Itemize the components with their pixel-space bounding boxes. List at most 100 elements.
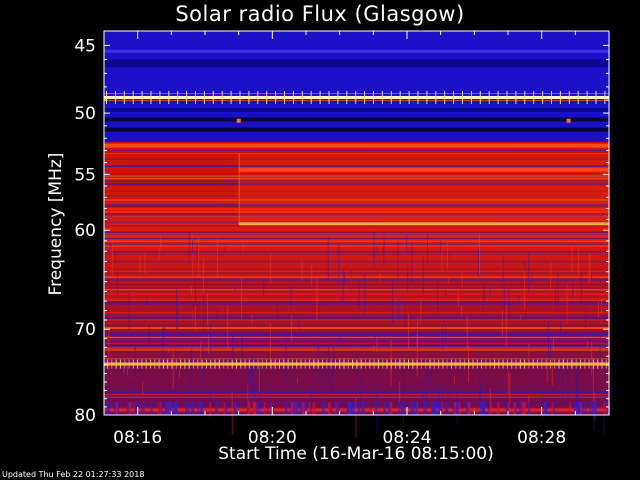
band-row bbox=[104, 221, 609, 223]
spectral-line-spike bbox=[310, 91, 312, 105]
spectral-line-spike bbox=[270, 359, 272, 369]
noise-streak bbox=[606, 402, 609, 415]
noise-streak bbox=[479, 402, 483, 415]
noise-streak bbox=[523, 270, 525, 311]
noise-streak bbox=[420, 301, 422, 323]
spectral-line-spike bbox=[227, 359, 229, 369]
spectral-line-spike bbox=[506, 91, 508, 105]
noise-streak bbox=[333, 341, 335, 373]
noise-streak bbox=[202, 258, 204, 294]
noise-streak bbox=[397, 238, 399, 280]
band-row bbox=[104, 343, 609, 345]
noise-streak bbox=[412, 402, 415, 415]
spectral-line-spike bbox=[559, 91, 561, 105]
band-row bbox=[104, 339, 609, 341]
noise-streak bbox=[489, 388, 491, 414]
noise-streak bbox=[575, 376, 577, 410]
band-row bbox=[104, 283, 609, 286]
noise-streak bbox=[224, 402, 228, 415]
spectral-line-spike bbox=[201, 359, 203, 369]
spectral-line-spike bbox=[605, 359, 607, 369]
noise-streak bbox=[192, 253, 194, 275]
noise-streak bbox=[376, 393, 378, 434]
spectral-line-spike bbox=[167, 359, 169, 369]
spectral-line-spike bbox=[433, 359, 435, 369]
spectral-line-spike bbox=[549, 359, 551, 369]
noise-streak bbox=[374, 330, 376, 339]
spectral-line-spike bbox=[145, 359, 147, 369]
band-row bbox=[104, 199, 609, 201]
spectral-line-spike bbox=[175, 359, 177, 369]
spectral-line-spike bbox=[162, 359, 164, 369]
spectral-line-spike bbox=[343, 359, 345, 369]
y-tick-label: 50 bbox=[74, 104, 96, 124]
noise-streak bbox=[383, 402, 386, 415]
noise-streak bbox=[383, 235, 385, 253]
noise-streak bbox=[107, 402, 110, 415]
noise-streak bbox=[544, 402, 547, 415]
noise-streak bbox=[546, 357, 548, 383]
noise-streak bbox=[422, 394, 424, 409]
noise-streak bbox=[270, 252, 272, 284]
spectral-line-spike bbox=[577, 91, 579, 105]
spectral-line-spike bbox=[132, 91, 134, 105]
noise-streak bbox=[353, 402, 356, 415]
band-row bbox=[104, 348, 609, 351]
noise-streak bbox=[197, 402, 199, 415]
spectral-line-spike bbox=[416, 359, 418, 369]
spectral-line-spike bbox=[309, 359, 311, 369]
spectral-line-spike bbox=[141, 359, 143, 369]
noise-streak bbox=[554, 289, 556, 312]
noise-streak bbox=[308, 402, 311, 415]
noise-streak bbox=[542, 386, 544, 418]
noise-streak bbox=[560, 321, 562, 335]
noise-streak bbox=[585, 302, 587, 329]
noise-streak bbox=[340, 295, 342, 304]
noise-streak bbox=[582, 402, 584, 415]
noise-streak bbox=[588, 253, 590, 285]
noise-streak bbox=[520, 402, 523, 415]
spectral-line-spike bbox=[459, 359, 461, 369]
noise-streak bbox=[525, 308, 527, 321]
noise-streak bbox=[336, 402, 338, 415]
spectral-line-spike bbox=[489, 359, 491, 369]
noise-streak bbox=[350, 270, 352, 293]
noise-streak bbox=[133, 390, 135, 396]
band-row bbox=[104, 272, 609, 274]
noise-streak bbox=[350, 274, 352, 292]
spectral-line-spike bbox=[364, 91, 366, 105]
spectral-line-spike bbox=[279, 359, 280, 369]
noise-streak bbox=[233, 402, 236, 415]
band-row bbox=[104, 317, 609, 320]
spectral-line-spike bbox=[168, 91, 170, 105]
noise-streak bbox=[438, 386, 440, 416]
noise-streak bbox=[323, 402, 325, 415]
band-row bbox=[104, 240, 609, 242]
noise-streak bbox=[479, 234, 481, 274]
noise-streak bbox=[407, 264, 409, 295]
noise-streak bbox=[105, 315, 107, 340]
noise-streak bbox=[172, 348, 174, 390]
spectral-line-spike bbox=[472, 359, 474, 369]
plot-frame bbox=[103, 30, 610, 416]
band-row bbox=[104, 405, 609, 407]
spectral-line-spike bbox=[337, 91, 339, 105]
noise-streak bbox=[126, 362, 128, 375]
spectral-line-spike bbox=[328, 91, 330, 105]
band-row bbox=[104, 59, 609, 68]
spectral-line bbox=[104, 117, 609, 122]
noise-streak bbox=[188, 231, 190, 266]
noise-streak bbox=[599, 342, 601, 366]
noise-streak bbox=[521, 402, 525, 415]
spectral-line-spike bbox=[291, 359, 293, 369]
noise-streak bbox=[158, 247, 160, 262]
noise-streak bbox=[270, 402, 272, 415]
noise-streak bbox=[209, 402, 212, 415]
spectral-line-spike bbox=[403, 359, 405, 369]
noise-streak bbox=[452, 402, 456, 415]
spectral-line-spike bbox=[123, 91, 125, 105]
noise-streak bbox=[392, 281, 394, 324]
spectral-line-spike bbox=[150, 91, 152, 105]
noise-streak bbox=[379, 273, 381, 282]
spectral-line-spike bbox=[347, 359, 349, 369]
